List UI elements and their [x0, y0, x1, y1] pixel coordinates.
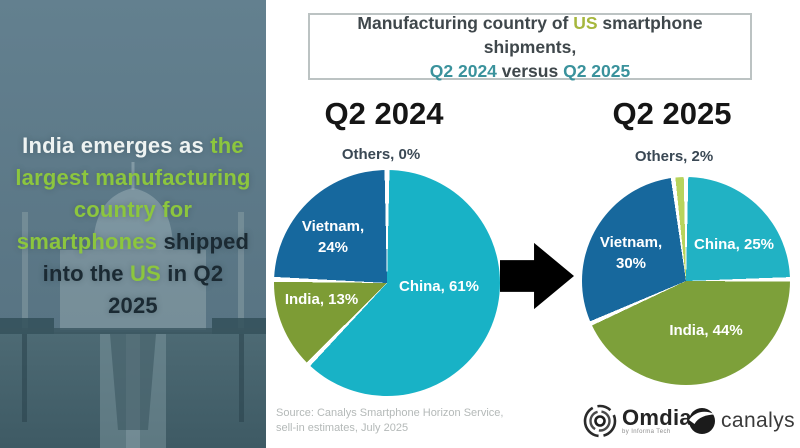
source-line-1: Source: Canalys Smartphone Horizon Servi…	[276, 407, 504, 419]
slice-label-india-2024: India, 13%	[284, 291, 359, 308]
canalys-logo: canalys	[688, 407, 795, 435]
slice-label-india-2025: India, 44%	[669, 322, 743, 339]
source-line-2: sell-in estimates, July 2025	[276, 422, 409, 434]
chart-title-q2-2025: Q2 2025	[612, 96, 732, 131]
canalys-wordmark: canalys	[721, 409, 796, 432]
left-photo-panel: India emerges as the largest manufacturin…	[0, 0, 266, 448]
slice-label-vietnam-2025: Vietnam, 30%	[599, 234, 663, 272]
canalys-icon	[689, 408, 715, 434]
pie-chart-q2-2025: Vietnam, 30% China, 25% India, 44%	[582, 177, 790, 385]
slice-label-china-2025: China, 25%	[693, 236, 775, 253]
omdia-icon	[583, 404, 617, 438]
omdia-wordmark: Omdia	[622, 405, 692, 430]
pie-chart-q2-2024: Vietnam, 24% India, 13% China, 61%	[274, 170, 500, 396]
others-callout-2024: Others, 0%	[341, 146, 421, 163]
title-box: Manufacturing country of US smartphone s…	[308, 13, 752, 81]
arrow-right-icon	[500, 242, 574, 310]
slice-label-china-2024: China, 61%	[398, 278, 480, 295]
headline: India emerges as the largest manufacturin…	[15, 133, 251, 318]
omdia-tagline: by Informa Tech	[622, 429, 671, 435]
slice-label-vietnam-2024: Vietnam, 24%	[301, 218, 365, 256]
chart-title-q2-2024: Q2 2024	[324, 96, 444, 131]
source-note: Source: Canalys Smartphone Horizon Servi…	[276, 406, 503, 436]
others-callout-2025: Others, 2%	[634, 148, 714, 165]
taj-mahal-photo	[0, 0, 266, 448]
omdia-logo: Omdia by Informa Tech	[582, 403, 692, 439]
